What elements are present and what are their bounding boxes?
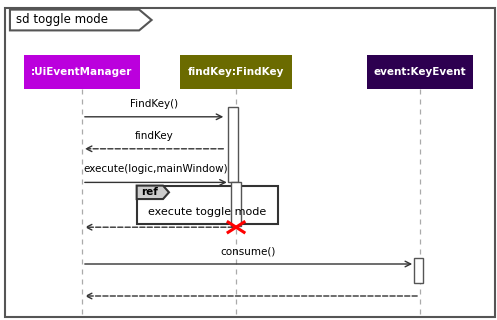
FancyBboxPatch shape — [228, 107, 238, 182]
Text: :UiEventManager: :UiEventManager — [31, 67, 133, 77]
FancyBboxPatch shape — [180, 55, 292, 89]
Text: ref: ref — [141, 187, 158, 197]
Text: event:KeyEvent: event:KeyEvent — [374, 67, 466, 77]
Polygon shape — [10, 10, 152, 30]
Text: execute(logic,mainWindow): execute(logic,mainWindow) — [83, 164, 228, 174]
FancyBboxPatch shape — [414, 258, 423, 283]
FancyBboxPatch shape — [5, 8, 495, 317]
Text: FindKey(): FindKey() — [130, 99, 178, 109]
Text: sd toggle mode: sd toggle mode — [16, 13, 108, 27]
FancyBboxPatch shape — [367, 55, 473, 89]
FancyBboxPatch shape — [231, 182, 241, 226]
Text: findKey: findKey — [135, 131, 173, 141]
Polygon shape — [137, 186, 169, 199]
FancyBboxPatch shape — [24, 55, 140, 89]
Text: findKey:FindKey: findKey:FindKey — [188, 67, 284, 77]
Text: consume(): consume() — [221, 246, 276, 256]
FancyBboxPatch shape — [137, 186, 278, 224]
Text: execute toggle mode: execute toggle mode — [149, 206, 266, 217]
